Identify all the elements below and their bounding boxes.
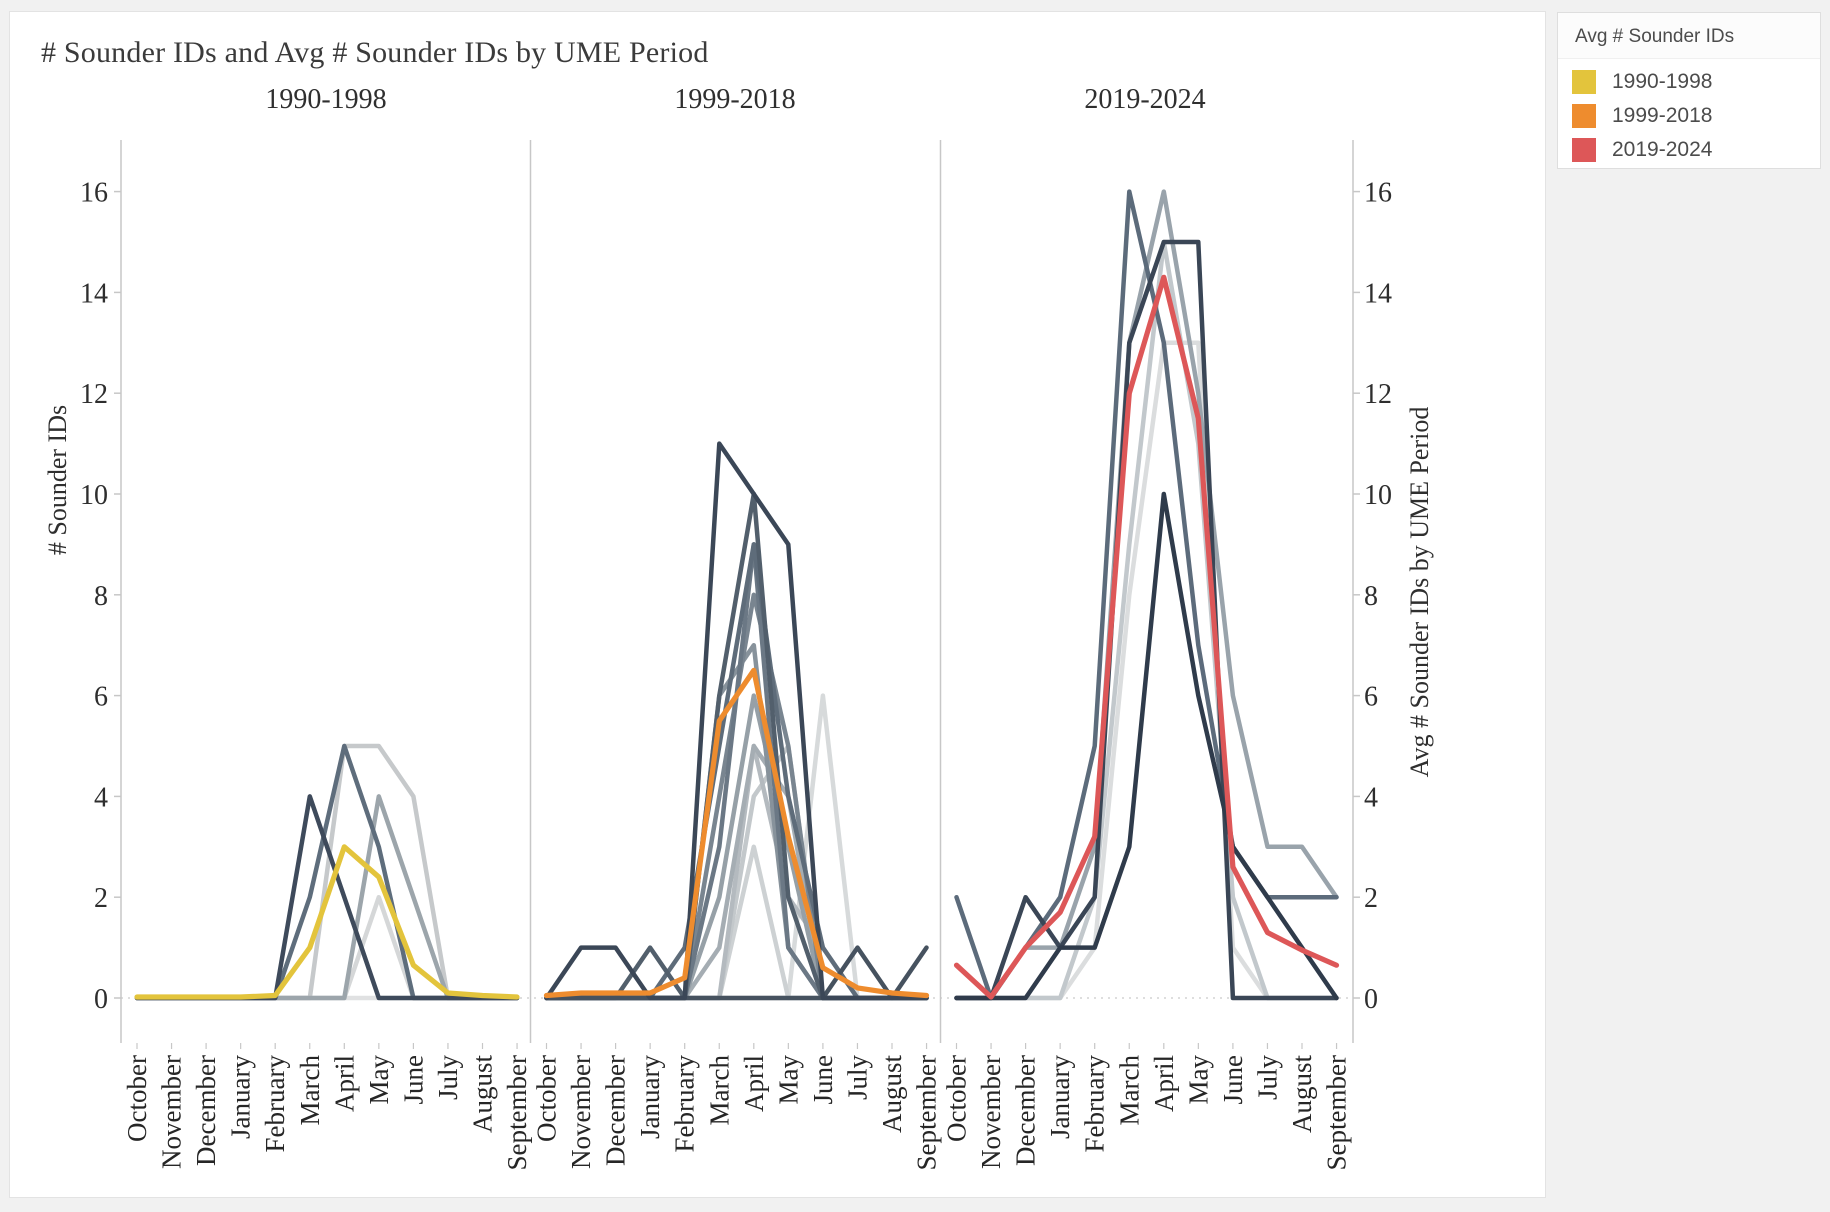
legend-swatch-red [1572, 138, 1596, 162]
legend-item-label: 2019-2024 [1612, 138, 1713, 161]
legend-swatch-yellow [1572, 70, 1596, 94]
chart-title: # Sounder IDs and Avg # Sounder IDs by U… [41, 36, 709, 69]
panel-header-1990-1998: 1990-1998 [265, 84, 387, 115]
legend-items: 1990-1998 1999-2018 2019-2024 [1558, 59, 1820, 167]
legend-title: Avg # Sounder IDs [1558, 13, 1820, 59]
legend-item-1999-2018[interactable]: 1999-2018 [1558, 99, 1820, 133]
right-axis-title: Avg # Sounder IDs by UME Period [1405, 406, 1434, 778]
legend-item-label: 1999-2018 [1612, 104, 1713, 127]
legend-item-1990-1998[interactable]: 1990-1998 [1558, 65, 1820, 99]
legend-item-2019-2024[interactable]: 2019-2024 [1558, 133, 1820, 167]
legend-item-label: 1990-1998 [1612, 70, 1713, 93]
chart-card: # Sounder IDs and Avg # Sounder IDs by U… [9, 11, 1546, 1198]
panel-header-2019-2024: 2019-2024 [1084, 84, 1206, 115]
legend-swatch-orange [1572, 104, 1596, 128]
legend: Avg # Sounder IDs 1990-1998 1999-2018 20… [1557, 12, 1821, 169]
panel-header-1999-2018: 1999-2018 [674, 84, 796, 115]
left-axis-title: # Sounder IDs [43, 404, 72, 556]
